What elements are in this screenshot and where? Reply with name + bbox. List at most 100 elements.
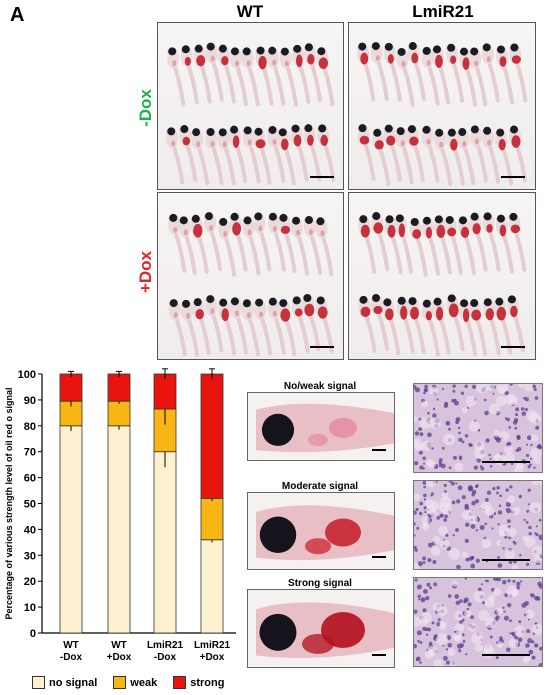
larva xyxy=(229,212,248,272)
chart-legend: no signal weak strong xyxy=(32,676,234,689)
larvae-photo-lmir21-plus-dox xyxy=(348,192,536,360)
larva xyxy=(407,42,426,102)
larva xyxy=(370,42,389,102)
larva xyxy=(191,128,210,186)
larva xyxy=(382,298,401,356)
larva xyxy=(371,294,390,352)
larva xyxy=(242,216,261,276)
bar-segment-strong xyxy=(107,373,131,402)
histology-drawing xyxy=(414,481,542,569)
larva xyxy=(290,124,309,182)
histology-image-2 xyxy=(413,480,543,570)
larva xyxy=(482,298,501,356)
larva xyxy=(168,213,187,273)
larva xyxy=(229,125,248,183)
example-larva-strong xyxy=(247,589,395,668)
scale-bar xyxy=(372,654,386,656)
larva xyxy=(254,298,273,356)
scale-bar xyxy=(501,176,525,178)
histology-image-1 xyxy=(413,383,543,473)
larva xyxy=(279,47,298,107)
larva xyxy=(383,124,402,182)
eye xyxy=(261,413,295,446)
larva xyxy=(292,44,311,104)
larva xyxy=(469,47,488,107)
panel-label: A xyxy=(10,4,25,26)
larva xyxy=(229,47,248,107)
larva xyxy=(229,297,248,355)
y-tick-label: 10 xyxy=(24,602,36,614)
example-larva-drawing xyxy=(256,505,394,561)
larva xyxy=(396,47,415,107)
x-tick-label: -Dox xyxy=(60,652,83,663)
larva xyxy=(168,299,187,357)
larva xyxy=(278,299,297,357)
larva xyxy=(431,45,450,105)
larva xyxy=(267,297,286,355)
x-tick-label: WT xyxy=(111,640,127,651)
bar-segment-weak xyxy=(107,400,131,427)
y-tick-label: 60 xyxy=(24,473,36,485)
larvae-drawing xyxy=(357,42,528,186)
y-tick-label: 40 xyxy=(24,524,36,536)
larva xyxy=(421,46,440,106)
larva xyxy=(409,217,428,277)
scale-bar xyxy=(501,346,525,348)
larva xyxy=(217,128,236,186)
larva xyxy=(446,294,465,352)
larva xyxy=(384,215,403,275)
larva xyxy=(508,212,527,272)
histology-drawing xyxy=(414,578,542,666)
larva xyxy=(218,217,237,277)
larva xyxy=(358,215,377,275)
liver-signal xyxy=(329,417,357,438)
scale-bar xyxy=(310,176,334,178)
legend-item-no-signal: no signal xyxy=(32,676,97,689)
x-tick-label: +Dox xyxy=(107,652,132,663)
example-title-strong: Strong signal xyxy=(288,578,352,589)
larva xyxy=(205,42,224,102)
larva xyxy=(291,296,310,354)
larva xyxy=(190,214,209,274)
scale-bar xyxy=(372,449,386,451)
larva xyxy=(255,46,274,106)
larva xyxy=(217,44,236,104)
example-larva-drawing xyxy=(256,602,394,659)
larva xyxy=(267,46,286,106)
larva xyxy=(396,296,415,354)
y-tick-label: 80 xyxy=(24,421,36,433)
example-larva-moderate xyxy=(247,492,395,570)
x-tick-label: LmiR21 xyxy=(194,640,231,651)
legend-swatch-weak xyxy=(113,676,127,689)
x-tick-label: +Dox xyxy=(200,652,225,663)
bar-segment-strong xyxy=(59,373,83,402)
larva xyxy=(241,299,260,357)
y-tick-label: 70 xyxy=(24,447,36,459)
y-tick-label: 100 xyxy=(18,369,36,381)
larvae-drawing xyxy=(358,212,527,357)
legend-item-weak: weak xyxy=(113,676,157,689)
y-axis-label: Percentage of various strength level of … xyxy=(4,387,14,619)
larva xyxy=(482,126,501,184)
y-tick-label: 20 xyxy=(24,576,36,588)
larva xyxy=(241,47,260,107)
larva xyxy=(421,125,440,183)
larva xyxy=(509,43,528,103)
example-title-no-weak: No/weak signal xyxy=(283,381,357,392)
larva xyxy=(481,43,500,103)
eye xyxy=(259,613,297,651)
larva xyxy=(394,214,413,274)
larva xyxy=(193,44,212,104)
bar-segment-weak xyxy=(200,497,224,541)
larva xyxy=(303,43,322,103)
larva xyxy=(218,298,237,356)
larva xyxy=(178,216,197,276)
larva xyxy=(433,215,452,275)
bar-segment-no-signal xyxy=(107,425,131,634)
larva xyxy=(205,128,224,186)
y-tick-label: 90 xyxy=(24,395,36,407)
larvae-drawing xyxy=(168,212,334,357)
column-title-lmir21: LmiR21 xyxy=(412,2,474,21)
scale-bar xyxy=(482,559,530,561)
larva xyxy=(495,128,514,186)
